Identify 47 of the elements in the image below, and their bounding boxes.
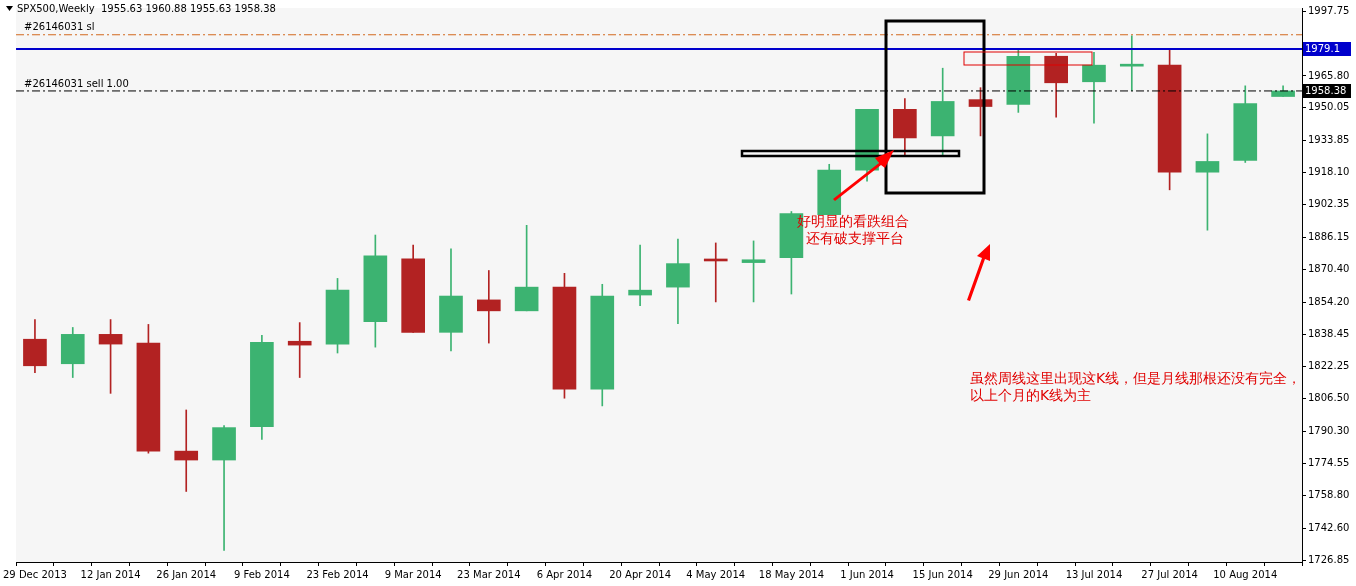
y-tick-label: 1933.85 [1308, 134, 1350, 146]
annotation: 虽然周线这里出现这K线，但是月线那根还没有完全， [970, 370, 1302, 387]
x-tick-label: 15 Jun 2014 [912, 568, 973, 580]
ref-line-label: #26146031 sell 1.00 [24, 77, 129, 89]
candlestick [476, 270, 501, 344]
x-tick-label: 9 Mar 2014 [384, 568, 442, 580]
y-tick-label: 1758.80 [1308, 489, 1350, 501]
x-tick-label: 9 Feb 2014 [233, 568, 290, 580]
annotation: 以上个月的K线为主 [970, 387, 1092, 404]
y-tick-label: 1965.80 [1308, 69, 1350, 81]
x-tick-label: 6 Apr 2014 [536, 568, 593, 580]
candlestick [628, 244, 652, 307]
y-tick-label: 1870.40 [1308, 262, 1350, 274]
y-tick-label: 1774.55 [1308, 457, 1350, 469]
x-tick-label: 29 Jun 2014 [988, 568, 1049, 580]
y-tick-label: 1918.10 [1308, 166, 1350, 178]
x-tick-label: 23 Feb 2014 [306, 568, 369, 580]
candlestick [1119, 35, 1144, 92]
x-tick-label: 26 Jan 2014 [156, 568, 217, 580]
annotation: 还有破支撑平台 [806, 230, 904, 247]
y-tick-label: 1726.85 [1308, 553, 1350, 565]
y-tick-label: 1806.50 [1308, 392, 1350, 404]
ref-line-label: #26146031 sl [24, 21, 95, 33]
y-tick-label: 1742.60 [1308, 521, 1350, 533]
x-tick-label: 18 May 2014 [758, 568, 824, 580]
text: 1958.38 [1305, 84, 1347, 96]
x-tick-label: 23 Mar 2014 [457, 568, 521, 580]
y-tick-label: 1902.35 [1308, 198, 1350, 210]
x-tick-label: 4 May 2014 [686, 568, 746, 580]
x-tick-label: 27 Jul 2014 [1141, 568, 1198, 580]
x-tick-label: 13 Jul 2014 [1065, 568, 1123, 580]
x-tick-label: 10 Aug 2014 [1213, 568, 1278, 580]
x-tick-label: 12 Jan 2014 [80, 568, 141, 580]
x-tick-label: 1 Jun 2014 [840, 568, 894, 580]
y-tick-label: 1822.25 [1308, 360, 1350, 372]
y-tick-label: 1950.05 [1308, 101, 1350, 113]
y-tick-label: 1790.30 [1308, 425, 1350, 437]
chart-title: SPX500,Weekly 1955.63 1960.88 1955.63 1958.38 [17, 3, 276, 14]
y-tick-label: 1997.75 [1308, 4, 1350, 16]
candlestick [287, 322, 312, 378]
y-tick-label: 1886.15 [1308, 230, 1350, 242]
x-tick-label: 20 Apr 2014 [609, 568, 672, 580]
y-tick-label: 1854.20 [1308, 295, 1350, 307]
x-tick-label: 29 Dec 2013 [3, 568, 67, 580]
ref-line-label: 1979.1 [1305, 42, 1340, 54]
candlestick [174, 409, 199, 492]
y-tick-label: 1838.45 [1308, 327, 1350, 339]
